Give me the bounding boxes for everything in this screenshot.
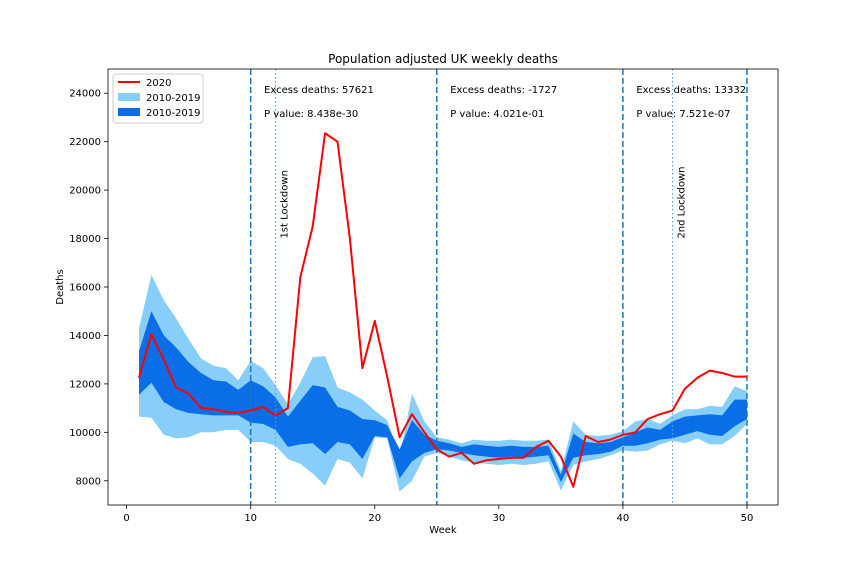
y-tick-label: 24000 [69, 89, 101, 100]
band-outer-2010-2019 [139, 274, 747, 492]
y-tick-label: 14000 [69, 331, 101, 342]
chart-title: Population adjusted UK weekly deaths [328, 52, 558, 66]
annotations: Excess deaths: 57621 P value: 8.438e-30 Ex… [264, 85, 746, 120]
lockdown-label: 2nd Lockdown [677, 167, 688, 239]
legend: 2020 2010-2019 2010-2019 [112, 73, 204, 124]
y-tick-label: 16000 [69, 283, 101, 294]
x-axis-label: Week [429, 525, 457, 536]
legend-label-outer-band: 2010-2019 [146, 93, 201, 104]
y-tick-label: 22000 [69, 137, 101, 148]
p-value-annotation: P value: 4.021e-01 [450, 109, 544, 120]
y-tick-label: 20000 [69, 186, 101, 197]
legend-label-2020: 2020 [146, 78, 171, 89]
x-tick-label: 10 [244, 513, 257, 524]
x-tick-label: 30 [492, 513, 505, 524]
legend-swatch-outer-band [118, 93, 140, 101]
legend-swatch-inner-band [118, 108, 140, 116]
axes: 0 10 20 30 40 50 8000 10000 12000 14000 16000 18000… [69, 89, 753, 524]
legend-label-inner-band: 2010-2019 [146, 108, 201, 119]
x-tick-label: 0 [123, 513, 129, 524]
x-tick-label: 50 [741, 513, 754, 524]
lockdown-label: 1st Lockdown [280, 170, 291, 238]
plot-area: 1st Lockdown 2nd Lockdown [138, 69, 748, 505]
y-tick-label: 10000 [69, 428, 101, 439]
y-tick-label: 8000 [76, 476, 101, 487]
excess-deaths-annotation: Excess deaths: 57621 [264, 85, 374, 96]
x-tick-label: 20 [368, 513, 381, 524]
line-2020 [138, 132, 747, 488]
p-value-annotation: P value: 7.521e-07 [636, 109, 730, 120]
x-tick-label: 40 [617, 513, 630, 524]
y-tick-label: 12000 [69, 379, 101, 390]
band-inner-2010-2019 [139, 311, 747, 482]
p-value-annotation: P value: 8.438e-30 [264, 109, 358, 120]
y-tick-label: 18000 [69, 234, 101, 245]
excess-deaths-annotation: Excess deaths: -1727 [450, 85, 557, 96]
excess-deaths-annotation: Excess deaths: 13332 [636, 85, 746, 96]
y-axis-label: Deaths [55, 269, 66, 304]
